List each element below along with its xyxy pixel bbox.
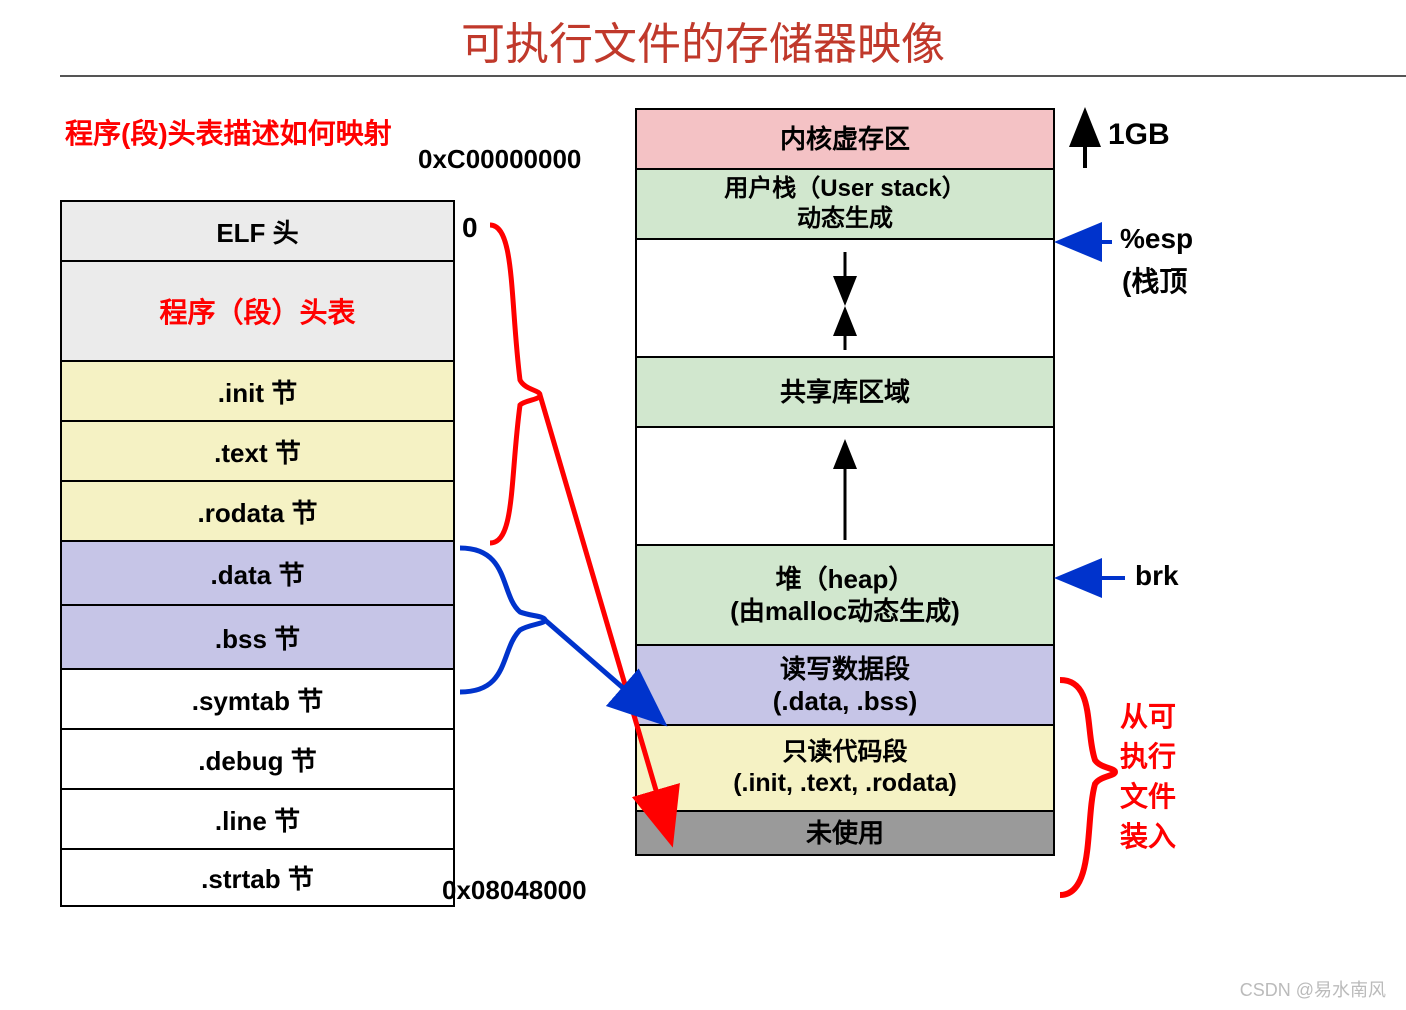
elf-row: .rodata 节 [62, 482, 453, 542]
label-load2: 执行 [1120, 735, 1176, 775]
mem-row-line2: (.data, .bss) [773, 685, 917, 718]
mem-row: 用户栈（User stack）动态生成 [637, 170, 1053, 240]
elf-row: .data 节 [62, 542, 453, 606]
watermark: CSDN @易水南风 [1240, 976, 1386, 1002]
elf-table: ELF 头程序（段）头表 .init 节 .text 节 .rodata 节 .data… [60, 200, 455, 907]
mem-row [637, 240, 1053, 358]
elf-row: .text 节 [62, 422, 453, 482]
mem-row-line1: 共享库区域 [780, 376, 910, 409]
elf-row: .init 节 [62, 362, 453, 422]
elf-row: .line 节 [62, 790, 453, 850]
label-1gb: 1GB [1108, 118, 1170, 152]
mem-row: 堆（heap）(由malloc动态生成) [637, 546, 1053, 646]
elf-row-label: .symtab 节 [192, 681, 324, 718]
mem-row: 共享库区域 [637, 358, 1053, 428]
mem-row [637, 428, 1053, 546]
mem-row: 内核虚存区 [637, 110, 1053, 170]
brace-red-loaded [1060, 680, 1115, 895]
elf-row-label: .data 节 [211, 555, 305, 592]
label-load4: 装入 [1120, 815, 1176, 855]
elf-row-label: .debug 节 [198, 741, 316, 778]
elf-row-label: .text 节 [214, 433, 301, 470]
mem-row-line1: 堆（heap） [776, 563, 915, 596]
page-title: 可执行文件的存储器映像 [0, 8, 1406, 72]
elf-row-label: .strtab 节 [201, 859, 314, 896]
elf-row-label: ELF 头 [216, 213, 298, 250]
mem-row: 读写数据段(.data, .bss) [637, 646, 1053, 726]
brace-blue-data [460, 548, 545, 692]
label-load1: 从可 [1120, 695, 1176, 735]
elf-row-label: .bss 节 [215, 619, 300, 656]
elf-row-label: .line 节 [215, 801, 300, 838]
mem-row-line1: 用户栈（User stack） [724, 174, 965, 204]
elf-row: .debug 节 [62, 730, 453, 790]
mem-row-line1: 只读代码段 [782, 737, 907, 768]
title-text: 可执行文件的存储器映像 [461, 20, 945, 69]
memory-table: 内核虚存区用户栈（User stack）动态生成共享库区域堆（heap）(由ma… [635, 108, 1055, 856]
elf-row: ELF 头 [62, 202, 453, 262]
brace-red-code [490, 225, 540, 543]
left-caption-text: 程序(段)头表描述如何映射 [65, 118, 392, 149]
mem-row-line1: 未使用 [806, 817, 884, 850]
mem-row-line2: (由malloc动态生成) [730, 595, 960, 628]
label-esp: %esp [1120, 223, 1193, 255]
addr-zero: 0 [462, 212, 478, 244]
left-caption: 程序(段)头表描述如何映射 [65, 112, 392, 152]
mem-row-line1: 读写数据段 [780, 653, 910, 686]
mem-row: 未使用 [637, 812, 1053, 854]
mem-row: 只读代码段(.init, .text, .rodata) [637, 726, 1053, 812]
elf-row-label: .init 节 [218, 373, 297, 410]
elf-row-label: 程序（段）头表 [159, 291, 355, 331]
title-underline [60, 75, 1406, 77]
label-load3: 文件 [1120, 775, 1176, 815]
addr-08048000: 0x08048000 [442, 875, 587, 906]
elf-row: .bss 节 [62, 606, 453, 670]
elf-row: .strtab 节 [62, 850, 453, 905]
mem-row-line2: 动态生成 [797, 204, 893, 234]
elf-row: .symtab 节 [62, 670, 453, 730]
label-esp2: (栈顶 [1122, 260, 1187, 300]
label-brk: brk [1135, 560, 1179, 592]
addr-c0000000: 0xC00000000 [418, 144, 581, 175]
mem-row-line2: (.init, .text, .rodata) [733, 768, 957, 799]
elf-row-label: .rodata 节 [198, 493, 318, 530]
elf-row: 程序（段）头表 [62, 262, 453, 362]
mem-row-line1: 内核虚存区 [780, 123, 910, 156]
